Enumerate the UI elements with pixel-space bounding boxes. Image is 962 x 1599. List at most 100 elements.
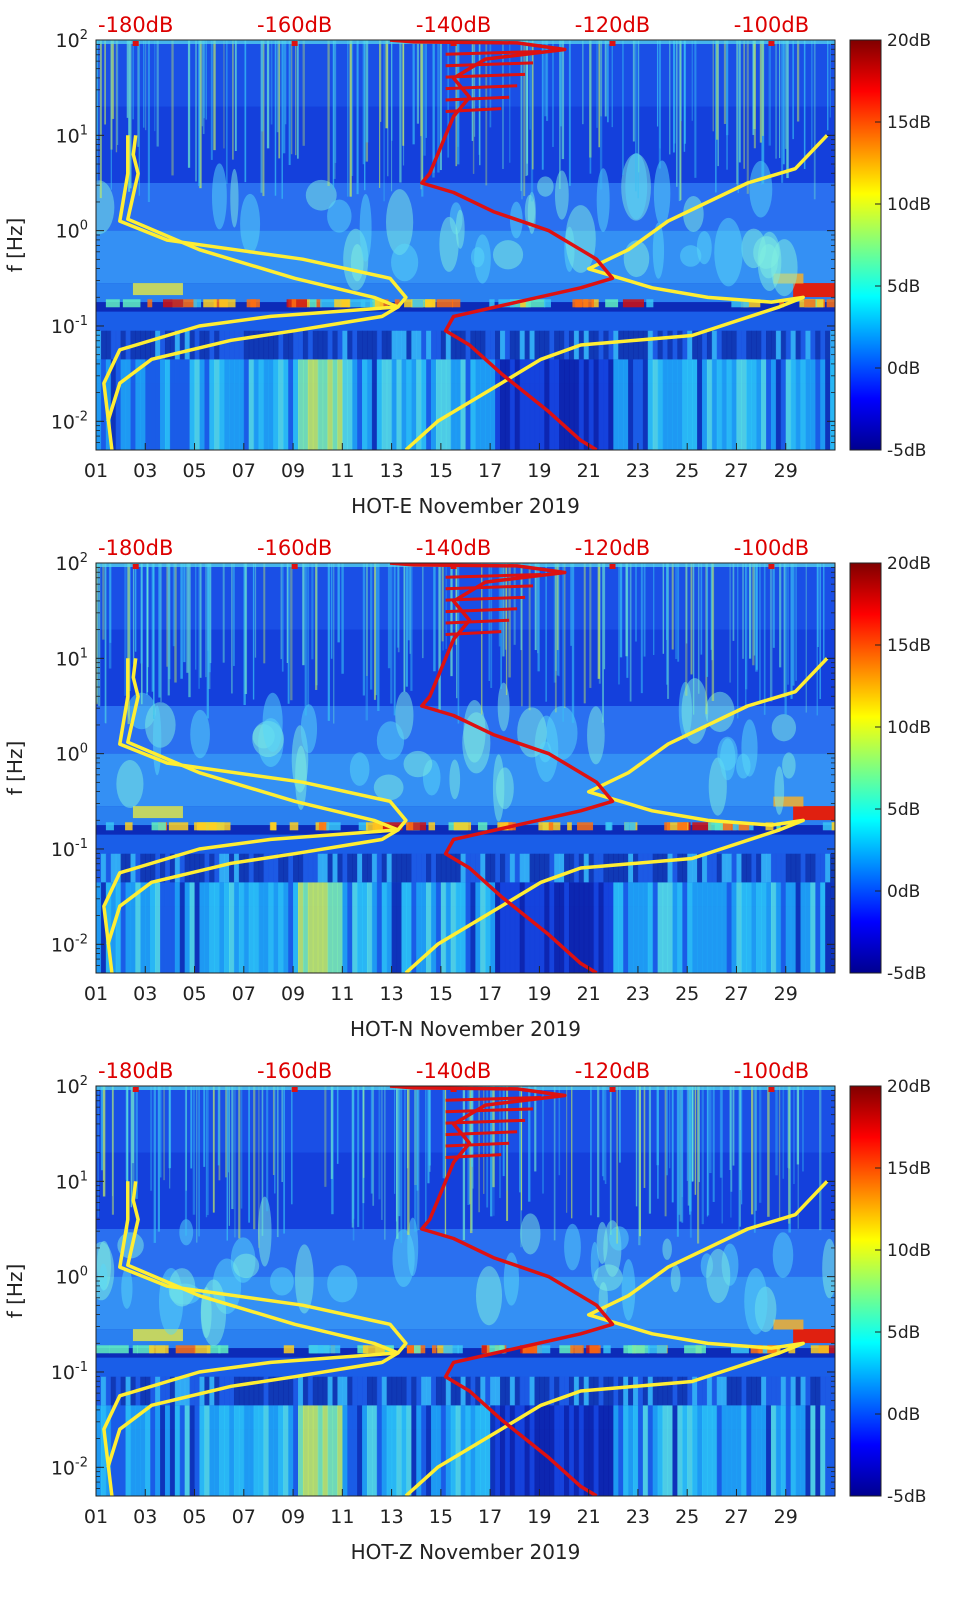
colorbar-tick-label: 5dB: [887, 277, 920, 297]
x-tick-label: 01: [84, 460, 108, 482]
y-tick-label: 100: [56, 742, 88, 766]
x-tick-label: 05: [182, 983, 206, 1005]
y-tick-label: 102: [56, 1074, 88, 1098]
top-db-tick-label: -100dB: [734, 1059, 809, 1083]
colorbar-tick-label: 5dB: [887, 1323, 920, 1343]
top-db-tick-label: -100dB: [734, 13, 809, 37]
x-tick-label: 07: [232, 983, 256, 1005]
top-db-tick-label: -120dB: [575, 536, 650, 560]
noise-model-low-curve: [106, 135, 400, 422]
x-tick-label: 21: [577, 1506, 601, 1528]
top-db-tick-label: -100dB: [734, 536, 809, 560]
top-db-tick-label: -180dB: [98, 1059, 173, 1083]
colorbar: [849, 562, 882, 974]
x-tick-label: 23: [626, 1506, 650, 1528]
x-tick-label: 07: [232, 1506, 256, 1528]
y-tick-label: 102: [56, 28, 88, 52]
spectrogram-image: [96, 1086, 835, 1496]
y-tick-label: 10-1: [51, 1360, 88, 1384]
colorbar-tick-label: 20dB: [887, 554, 931, 574]
top-db-tick-label: -160dB: [257, 13, 332, 37]
psd-curve-branch: [445, 1095, 542, 1102]
x-tick-label: 19: [527, 983, 551, 1005]
psd-curve-branch: [445, 618, 510, 625]
psd-curve-branch: [445, 72, 526, 79]
psd-curve-branch: [445, 607, 518, 614]
colorbar-tick-label: 20dB: [887, 31, 931, 51]
noise-model-mid-curve: [102, 658, 408, 973]
x-axis-label: HOT-E November 2019: [351, 494, 580, 518]
x-tick-label: 09: [281, 983, 305, 1005]
top-db-tick-label: -140dB: [416, 1059, 491, 1083]
colorbar-tick-label: -5dB: [887, 1487, 926, 1507]
x-tick-label: 01: [84, 983, 108, 1005]
top-db-tick-label: -140dB: [416, 536, 491, 560]
x-tick-label: 29: [774, 983, 798, 1005]
spectrogram-image: [96, 563, 835, 973]
y-tick-label: 102: [56, 551, 88, 575]
axes-frame: [95, 1085, 836, 1497]
x-tick-label: 11: [330, 1506, 354, 1528]
psd-curve: [389, 563, 615, 973]
y-tick-label: 10-1: [51, 837, 88, 861]
colorbar-tick-label: 10dB: [887, 718, 931, 738]
y-tick-label: 101: [56, 1169, 88, 1193]
x-tick-label: 29: [774, 460, 798, 482]
noise-model-mid-curve: [102, 135, 408, 450]
x-tick-label: 21: [577, 460, 601, 482]
noise-model-low-curve: [106, 1181, 400, 1468]
x-tick-label: 05: [182, 1506, 206, 1528]
x-tick-label: 05: [182, 460, 206, 482]
x-tick-label: 27: [724, 460, 748, 482]
x-tick-label: 25: [675, 1506, 699, 1528]
colorbar-tick-label: 0dB: [887, 359, 920, 379]
noise-model-high-curve: [404, 134, 829, 450]
spectrogram-image: [96, 40, 835, 450]
x-tick-label: 03: [133, 460, 157, 482]
colorbar-tick-label: 10dB: [887, 195, 931, 215]
psd-curve-branch: [445, 1130, 518, 1137]
y-tick-label: 101: [56, 646, 88, 670]
x-tick-label: 27: [724, 1506, 748, 1528]
psd-curve: [389, 1086, 615, 1496]
psd-curve-branch: [445, 1107, 534, 1114]
noise-model-high-curve: [404, 1180, 829, 1496]
psd-curve-branch: [445, 84, 518, 91]
noise-model-high-curve: [404, 657, 829, 973]
colorbar-tick-label: 10dB: [887, 1241, 931, 1261]
x-tick-label: 27: [724, 983, 748, 1005]
x-tick-label: 07: [232, 460, 256, 482]
y-axis-label: f [Hz]: [3, 741, 27, 796]
x-tick-label: 17: [478, 983, 502, 1005]
x-tick-label: 11: [330, 983, 354, 1005]
x-tick-label: 09: [281, 1506, 305, 1528]
x-tick-label: 17: [478, 460, 502, 482]
x-tick-label: 29: [774, 1506, 798, 1528]
psd-curve-branch: [445, 95, 510, 102]
colorbar-tick-label: 0dB: [887, 1405, 920, 1425]
y-tick-label: 10-2: [51, 932, 88, 956]
top-db-tick-label: -140dB: [416, 13, 491, 37]
y-axis-label: f [Hz]: [3, 1264, 27, 1319]
x-tick-label: 17: [478, 1506, 502, 1528]
x-axis-label: HOT-N November 2019: [350, 1017, 581, 1041]
axes-frame: [95, 39, 836, 451]
noise-model-low-curve: [106, 658, 400, 945]
psd-curve-branch: [445, 107, 502, 113]
panel-1: 102 101 100 10-1 10-2 01 03 05 07 09 11 13 15 17 19 21 2…: [3, 13, 931, 518]
x-tick-label: 13: [380, 983, 404, 1005]
top-db-tick-label: -120dB: [575, 1059, 650, 1083]
psd-curve: [389, 40, 615, 450]
x-tick-label: 15: [429, 983, 453, 1005]
y-tick-label: 101: [56, 123, 88, 147]
x-tick-label: 09: [281, 460, 305, 482]
top-db-tick-label: -180dB: [98, 536, 173, 560]
colorbar-tick-label: 5dB: [887, 800, 920, 820]
colorbar-tick-label: -5dB: [887, 441, 926, 461]
psd-curve-branch: [445, 630, 502, 636]
x-tick-label: 01: [84, 1506, 108, 1528]
y-tick-label: 10-1: [51, 314, 88, 338]
colorbar-tick-label: 15dB: [887, 636, 931, 656]
psd-curve-branch: [445, 595, 526, 602]
x-tick-label: 13: [380, 460, 404, 482]
